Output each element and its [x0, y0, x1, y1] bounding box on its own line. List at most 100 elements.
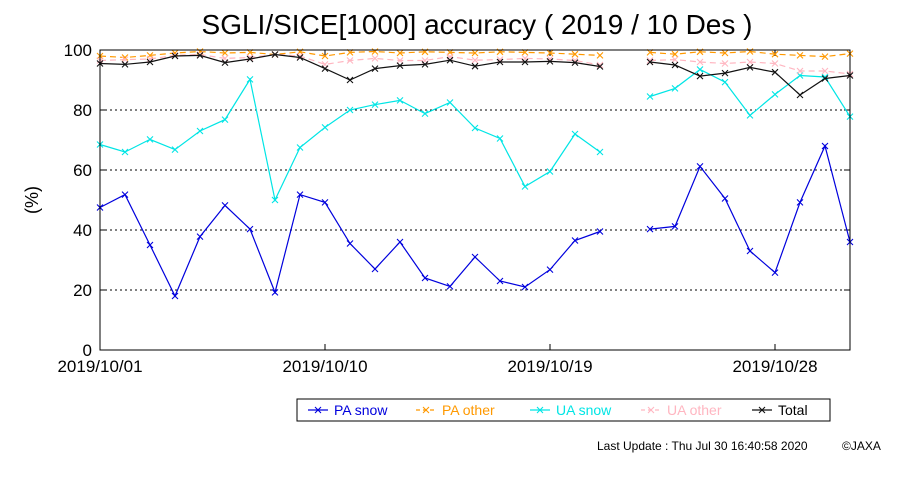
data-point [371, 265, 379, 273]
data-point [721, 78, 729, 86]
data-point [696, 66, 704, 73]
data-point [771, 91, 779, 98]
plot-frame [99, 49, 851, 351]
data-point [196, 127, 204, 135]
data-point [146, 136, 154, 143]
data-point [696, 72, 704, 80]
data-point [771, 60, 779, 67]
legend-marker [647, 406, 655, 414]
data-point [721, 60, 729, 67]
data-point [671, 50, 679, 58]
data-point [321, 199, 329, 206]
data-point [671, 85, 679, 92]
data-point [646, 58, 654, 66]
data-point [546, 168, 554, 175]
legend-marker [422, 406, 430, 414]
data-point [371, 101, 379, 108]
data-point [271, 196, 279, 204]
data-point [271, 289, 279, 296]
data-series [96, 48, 854, 300]
data-point [796, 67, 804, 75]
data-point [196, 52, 204, 59]
y-tick-label: 100 [64, 41, 92, 60]
data-point [396, 57, 404, 64]
data-point [821, 53, 829, 60]
data-point [546, 266, 554, 273]
data-point [371, 65, 379, 72]
data-point [821, 142, 829, 150]
series-pa-snow [96, 142, 854, 300]
data-point [496, 58, 504, 66]
data-point [546, 58, 554, 65]
series-ua-other [96, 51, 854, 78]
data-point [396, 97, 404, 104]
y-tick-label: 20 [73, 281, 92, 300]
legend-marker [758, 406, 766, 414]
data-point [271, 51, 279, 58]
y-tick-label: 60 [73, 161, 92, 180]
data-point [246, 76, 254, 83]
legend-label: UA other [667, 402, 722, 418]
data-point [821, 75, 829, 82]
legend-label: Total [778, 402, 808, 418]
gridlines [100, 109, 850, 291]
data-point [721, 69, 729, 77]
data-point [721, 195, 729, 202]
data-point [146, 58, 154, 66]
data-point [796, 52, 804, 59]
data-point [346, 106, 354, 114]
data-point [596, 61, 604, 69]
data-point [821, 67, 829, 75]
data-point [571, 130, 579, 138]
data-point [721, 49, 729, 57]
data-point [796, 199, 804, 206]
data-point [746, 58, 754, 66]
data-point [321, 65, 329, 72]
data-point [371, 55, 379, 62]
data-point [396, 49, 404, 57]
x-tick-labels: 2019/10/01 2019/10/10 2019/10/19 2019/10/28 [57, 50, 818, 376]
copyright-text: ©JAXA [842, 439, 881, 453]
data-point [296, 54, 304, 61]
data-point [221, 49, 229, 57]
legend-marker [536, 406, 544, 414]
series-line [649, 144, 851, 274]
data-point [446, 99, 454, 106]
x-tick-label: 2019/10/28 [732, 357, 817, 376]
series-ua-snow [96, 66, 854, 204]
data-point [446, 283, 454, 290]
chart-title: SGLI/SICE[1000] accuracy ( 2019 / 10 Des… [202, 9, 753, 40]
data-point [471, 62, 479, 70]
data-point [471, 56, 479, 64]
data-point [746, 112, 754, 119]
y-tick-label: 40 [73, 221, 92, 240]
data-point [471, 124, 479, 132]
legend-label: PA snow [334, 402, 388, 418]
data-point [146, 241, 154, 249]
data-point [596, 63, 604, 70]
data-point [646, 225, 654, 233]
x-tick-label: 2019/10/01 [57, 357, 142, 376]
data-point [221, 202, 229, 209]
legend-box [296, 398, 831, 422]
data-point [171, 52, 179, 60]
y-tick-label: 0 [83, 341, 92, 360]
x-tick-label: 2019/10/10 [282, 357, 367, 376]
data-point [346, 240, 354, 247]
data-point [221, 59, 229, 66]
data-point [246, 225, 254, 233]
y-axis-label: (%) [22, 186, 42, 214]
data-point [571, 59, 579, 66]
data-point [746, 64, 754, 71]
data-point [796, 91, 804, 99]
data-point [421, 274, 429, 282]
legend: PA snow PA other UA snow UA other Total [296, 398, 831, 422]
series-line [99, 77, 601, 202]
data-point [521, 58, 529, 66]
data-point [771, 50, 779, 58]
data-point [596, 228, 604, 235]
data-point [546, 49, 554, 57]
data-point [171, 146, 179, 153]
data-point [596, 148, 604, 156]
